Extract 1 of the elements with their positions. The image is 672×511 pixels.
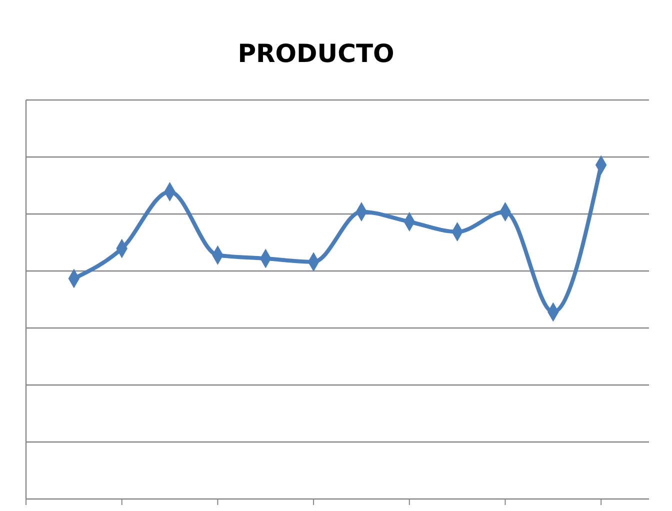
chart-title: PRODUCTO [238,39,394,68]
